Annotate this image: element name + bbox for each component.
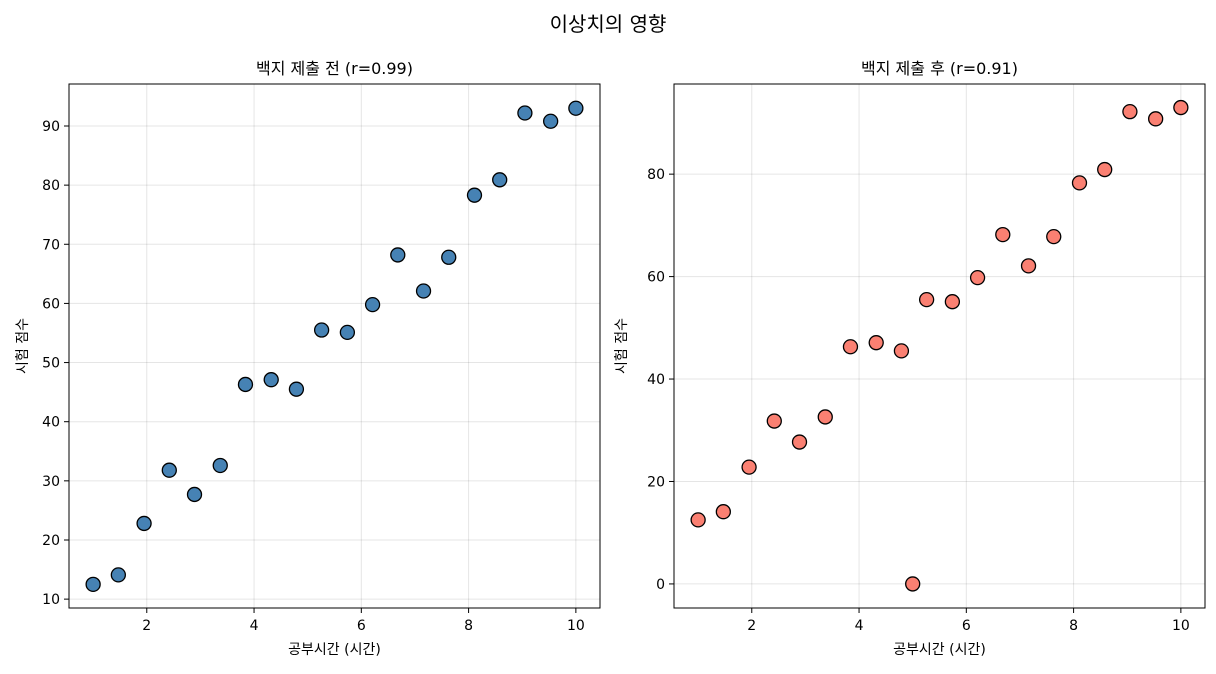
data-point bbox=[110, 567, 126, 583]
data-point bbox=[690, 512, 706, 528]
x-tick-label: 10 bbox=[567, 618, 585, 634]
data-point bbox=[1071, 175, 1088, 191]
data-point bbox=[969, 269, 986, 286]
data-point bbox=[415, 283, 432, 299]
data-point bbox=[868, 335, 884, 351]
x-tick-label: 4 bbox=[250, 618, 259, 634]
x-axis-label: 공부시간 (시간) bbox=[893, 642, 986, 658]
y-tick-label: 80 bbox=[647, 167, 665, 183]
y-tick-label: 70 bbox=[42, 237, 60, 253]
x-tick-label: 6 bbox=[962, 618, 971, 634]
data-point bbox=[237, 376, 254, 393]
data-point bbox=[944, 294, 961, 310]
x-tick-label: 8 bbox=[1069, 618, 1078, 634]
subplot-title: 백지 제출 후 (r=0.91) bbox=[861, 59, 1018, 78]
y-tick-label: 40 bbox=[647, 372, 665, 388]
figure-title: 이상치의 영향 bbox=[550, 12, 667, 36]
x-tick-label: 10 bbox=[1172, 618, 1190, 634]
data-point bbox=[1097, 161, 1113, 178]
data-point bbox=[339, 324, 356, 341]
data-point bbox=[441, 249, 457, 265]
data-point bbox=[1122, 104, 1138, 120]
y-tick-label: 40 bbox=[42, 415, 60, 431]
y-tick-label: 30 bbox=[42, 474, 60, 490]
data-point bbox=[842, 339, 859, 355]
data-point bbox=[364, 296, 381, 313]
subplot-title: 백지 제출 전 (r=0.99) bbox=[256, 59, 413, 78]
data-point bbox=[161, 462, 177, 478]
x-tick-label: 8 bbox=[464, 618, 473, 634]
data-point bbox=[995, 226, 1011, 243]
data-point bbox=[791, 434, 808, 450]
axes-frame bbox=[68, 83, 601, 609]
data-point bbox=[492, 172, 508, 188]
y-axis-label: 시험 점수 bbox=[15, 318, 31, 374]
y-tick-label: 90 bbox=[42, 119, 60, 135]
data-point bbox=[568, 100, 584, 116]
y-tick-label: 60 bbox=[647, 270, 665, 286]
y-tick-label: 80 bbox=[42, 178, 60, 194]
data-point bbox=[288, 381, 305, 397]
y-tick-label: 20 bbox=[647, 474, 665, 490]
data-point bbox=[741, 459, 757, 475]
data-point bbox=[766, 413, 782, 429]
subplot-1: 2 4 6 8 10 10 20 30 40 50 60 70 80 90 백지 제출 전 (r=0.99)… bbox=[15, 59, 601, 658]
data-point bbox=[1173, 99, 1189, 116]
data-point bbox=[390, 247, 406, 263]
y-tick-label: 0 bbox=[656, 577, 665, 593]
data-point bbox=[817, 409, 833, 425]
data-point bbox=[918, 291, 935, 308]
x-tick-label: 2 bbox=[747, 618, 756, 634]
y-axis-label: 시험 점수 bbox=[614, 318, 630, 374]
data-point bbox=[1046, 228, 1062, 245]
data-point bbox=[136, 515, 152, 532]
data-point bbox=[1148, 111, 1164, 127]
data-point bbox=[905, 576, 921, 592]
data-point bbox=[186, 486, 203, 503]
data-point bbox=[893, 343, 910, 359]
data-point bbox=[715, 504, 731, 520]
x-tick-label: 4 bbox=[855, 618, 864, 634]
data-point bbox=[517, 105, 533, 121]
y-tick-label: 60 bbox=[42, 296, 60, 312]
subplot-2: 2 4 6 8 10 0 20 40 60 80 백지 제출 후 (r=0.91) 공부시간 (시간)… bbox=[614, 59, 1206, 658]
x-tick-label: 6 bbox=[357, 618, 366, 634]
data-point bbox=[263, 372, 279, 388]
x-tick-label: 2 bbox=[142, 618, 151, 634]
y-tick-label: 50 bbox=[42, 356, 60, 372]
data-point bbox=[1020, 258, 1037, 274]
data-point bbox=[212, 457, 228, 474]
axes-frame bbox=[673, 83, 1206, 609]
data-point bbox=[313, 322, 330, 338]
y-tick-label: 10 bbox=[42, 592, 60, 608]
data-point bbox=[466, 187, 483, 203]
data-point bbox=[543, 113, 559, 129]
data-point bbox=[85, 576, 101, 592]
y-tick-label: 20 bbox=[42, 533, 60, 549]
x-axis-label: 공부시간 (시간) bbox=[288, 642, 381, 658]
